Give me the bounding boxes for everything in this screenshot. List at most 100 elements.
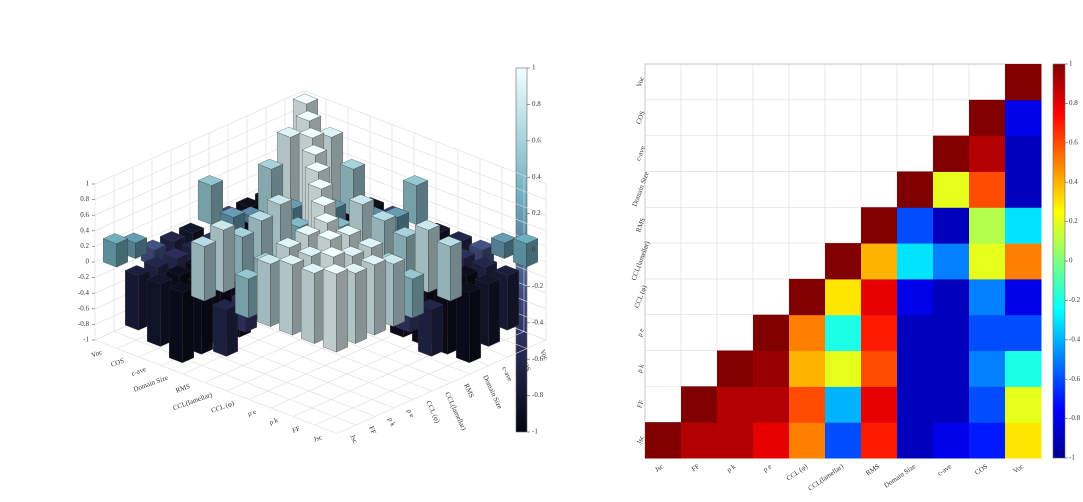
colorbar-right <box>1052 63 1066 459</box>
bar-face <box>143 256 170 268</box>
bar <box>234 268 261 319</box>
bar-face <box>178 222 205 234</box>
bar-face <box>292 93 319 105</box>
colorbar-tick-label: -1 <box>532 428 538 436</box>
bar <box>190 236 217 302</box>
bar <box>146 273 173 347</box>
heat-cell <box>933 207 970 244</box>
bar-face <box>456 287 470 364</box>
heat-cell <box>933 243 970 280</box>
x-tick-label: RMS <box>864 462 881 477</box>
bar-face <box>182 287 194 364</box>
heat-cell <box>825 386 862 423</box>
heat-cell <box>1005 278 1042 316</box>
colorbar-tick-label: -0.6 <box>532 355 544 363</box>
x-tick-label: ρ k <box>725 462 737 474</box>
bar-face <box>319 246 346 258</box>
y-tick-label: Jsc <box>348 433 359 444</box>
z-tick-label: 0 <box>86 258 90 266</box>
heat-cell <box>825 243 862 280</box>
heat-cell <box>861 350 898 387</box>
heat-cell <box>825 422 862 459</box>
heat-cell <box>861 386 898 423</box>
y-tick-label: CCL(lamellar) <box>443 391 468 432</box>
colorbar-tick-label: -0.6 <box>1069 375 1081 383</box>
bar-face <box>228 226 255 238</box>
grid-line <box>94 105 305 200</box>
heat-cell <box>789 386 826 423</box>
floor-grid <box>113 331 357 426</box>
bar-face <box>488 278 500 347</box>
heat-cell <box>933 350 970 387</box>
bar-face <box>322 263 349 275</box>
bar-face <box>316 229 343 241</box>
x-tick-label: Domain Size <box>883 462 917 489</box>
bar <box>300 263 327 344</box>
heat-cell <box>933 314 970 352</box>
bar-face <box>412 273 424 319</box>
colorbar-tick-label: 0.2 <box>532 209 541 217</box>
heat-cell <box>969 278 1006 316</box>
bar-face <box>379 253 406 265</box>
heat-cell <box>1005 386 1042 423</box>
heat-cell <box>681 422 718 459</box>
x-tick-label: FF <box>291 425 301 435</box>
colorbar-tick-label: -0.4 <box>1069 335 1081 343</box>
bar-face <box>416 180 428 225</box>
heat-cell <box>969 135 1006 172</box>
heat-cell <box>861 243 898 280</box>
bar-face <box>348 194 375 205</box>
heat-cell <box>969 243 1006 280</box>
bar-face <box>398 268 425 280</box>
colorbar-tick-label: -0.8 <box>532 391 544 399</box>
bar-face <box>124 265 151 276</box>
heat-cell <box>969 171 1006 208</box>
bar-face <box>339 158 366 170</box>
x-tick-label: CCL(lamellar) <box>807 462 846 493</box>
floor-grid <box>94 339 338 434</box>
bar-face <box>301 144 328 156</box>
heat-cell <box>933 278 970 316</box>
heat-cell <box>897 243 934 280</box>
floor-grid <box>314 331 525 426</box>
y-tick-label: Jsc <box>635 435 645 446</box>
y-tick-label: ρ k <box>635 362 646 373</box>
heat-cell <box>753 314 790 352</box>
bar <box>417 299 444 357</box>
x-tick-label: c-ave <box>130 365 147 378</box>
z-tick-label: -0.8 <box>78 320 90 328</box>
bar-face <box>357 237 384 249</box>
bar-face <box>147 278 161 347</box>
bar <box>490 232 517 259</box>
heat-cell <box>1005 314 1042 352</box>
bar-face <box>213 304 227 357</box>
heat-cell <box>861 278 898 316</box>
colorbar-tick-label: 0.6 <box>532 136 541 144</box>
bar-face <box>341 263 368 274</box>
bar <box>212 299 239 357</box>
bar <box>322 263 349 353</box>
bar <box>102 233 129 268</box>
grid-line <box>303 105 547 200</box>
colorbar-tick-label: -0.2 <box>532 282 544 290</box>
heat-cell <box>825 314 862 352</box>
bar-face <box>191 241 205 302</box>
z-tick-label: 0.2 <box>80 242 89 250</box>
bar <box>414 219 441 293</box>
x-tick-label: CCL (φ) <box>785 462 810 483</box>
grid-line <box>94 90 305 185</box>
bar-face <box>165 265 192 276</box>
bar-face <box>507 270 519 331</box>
bar-face <box>304 161 331 173</box>
bar-face <box>295 110 322 122</box>
bar-face <box>257 158 284 170</box>
heat-cell <box>933 386 970 423</box>
heat-cell <box>1005 171 1042 208</box>
bar-face <box>190 236 217 247</box>
heat-cell <box>1005 350 1042 387</box>
bar <box>197 175 224 225</box>
heat-cell <box>933 422 970 459</box>
heat-cell <box>825 278 862 316</box>
y-tick-label: Voc <box>635 75 646 88</box>
bar-face <box>417 299 444 310</box>
